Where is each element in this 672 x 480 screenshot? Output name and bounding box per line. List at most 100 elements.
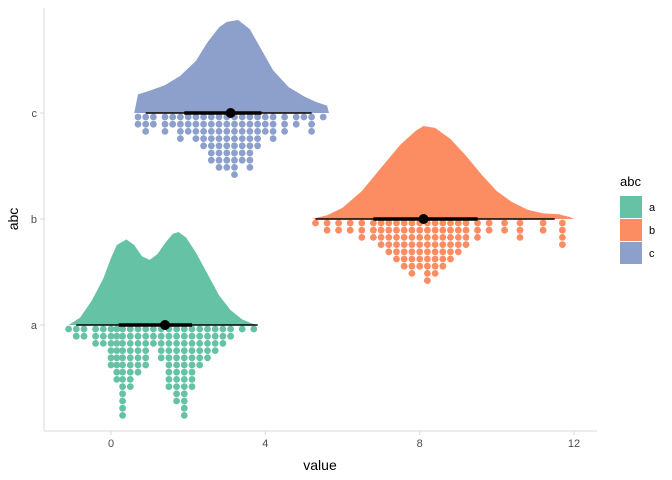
dot-b — [416, 234, 424, 241]
dot-c — [261, 113, 269, 121]
dot-b — [447, 241, 454, 249]
dot-c — [300, 113, 308, 121]
dot-b — [516, 226, 524, 234]
dot-b — [462, 241, 470, 249]
dot-c — [269, 120, 277, 128]
dot-c — [223, 149, 231, 157]
dot-b — [439, 262, 447, 270]
dot-a — [134, 325, 142, 333]
dot-c — [223, 120, 231, 128]
dot-b — [431, 270, 439, 277]
legend-key-c — [620, 242, 642, 264]
dot-c — [184, 120, 192, 128]
dot-c — [238, 149, 246, 157]
dot-b — [312, 219, 319, 227]
dot-a — [142, 361, 150, 369]
dot-a — [196, 361, 204, 369]
dot-a — [99, 340, 107, 347]
dot-c — [215, 149, 223, 157]
dot-c — [269, 127, 277, 135]
dot-b — [424, 248, 431, 256]
dot-b — [416, 248, 424, 256]
dot-c — [177, 127, 184, 135]
dot-c — [192, 113, 200, 121]
dot-a — [219, 340, 227, 347]
dot-a — [227, 332, 235, 340]
dot-c — [231, 164, 238, 171]
dot-a — [196, 332, 204, 340]
dot-c — [207, 120, 215, 128]
dot-a — [92, 325, 99, 333]
legend-key-b — [620, 219, 642, 241]
dot-a — [142, 325, 150, 333]
dot-b — [439, 241, 447, 249]
x-tick-label: 4 — [262, 438, 268, 450]
y-tick-label: b — [31, 214, 37, 226]
dot-b — [462, 219, 470, 227]
dot-c — [281, 127, 288, 135]
dot-c — [184, 113, 192, 121]
dot-c — [238, 142, 246, 150]
dots-c — [134, 113, 327, 179]
x-tick-label: 12 — [568, 438, 580, 450]
median-point-c — [225, 108, 236, 118]
dot-b — [431, 234, 439, 241]
dot-c — [200, 120, 208, 128]
dot-a — [113, 354, 121, 362]
dot-b — [377, 226, 385, 234]
dot-c — [308, 113, 315, 121]
dot-a — [92, 340, 99, 347]
dot-b — [439, 255, 447, 263]
dot-a — [173, 383, 181, 390]
dot-c — [134, 113, 142, 121]
dot-b — [424, 234, 431, 241]
dot-a — [157, 347, 165, 354]
dot-a — [188, 361, 196, 369]
dot-b — [408, 262, 416, 270]
dot-a — [126, 354, 134, 362]
dot-a — [180, 412, 188, 419]
dot-b — [431, 262, 439, 270]
dot-a — [119, 390, 126, 398]
dot-c — [200, 135, 208, 143]
dot-c — [254, 127, 261, 135]
dot-c — [200, 127, 208, 135]
dot-a — [173, 390, 181, 398]
dot-a — [142, 347, 150, 354]
dot-c — [319, 113, 327, 121]
dot-a — [119, 347, 126, 354]
dots-a — [65, 325, 258, 419]
dot-b — [447, 248, 454, 256]
dot-a — [204, 354, 211, 362]
dot-a — [173, 354, 181, 362]
dot-a — [126, 376, 134, 383]
dot-b — [539, 226, 547, 234]
dot-b — [370, 234, 377, 241]
dot-a — [165, 376, 173, 383]
dot-a — [188, 376, 196, 383]
dot-a — [180, 340, 188, 347]
dot-b — [431, 255, 439, 263]
dot-c — [177, 120, 184, 128]
dot-b — [431, 248, 439, 256]
dot-b — [377, 241, 385, 249]
dot-a — [219, 332, 227, 340]
dot-a — [126, 332, 134, 340]
y-axis-title: abc — [5, 208, 21, 231]
legend-key-a — [620, 196, 642, 218]
dot-b — [400, 219, 408, 227]
dot-c — [161, 127, 169, 135]
dot-b — [424, 255, 431, 263]
dot-b — [408, 241, 416, 249]
dot-a — [99, 332, 107, 340]
dot-b — [424, 241, 431, 249]
dot-b — [358, 219, 366, 227]
dot-c — [223, 127, 231, 135]
dot-c — [246, 113, 254, 121]
dot-a — [150, 325, 157, 333]
dot-a — [165, 354, 173, 362]
dot-a — [119, 332, 126, 340]
dot-a — [142, 354, 150, 362]
dot-c — [238, 113, 246, 121]
